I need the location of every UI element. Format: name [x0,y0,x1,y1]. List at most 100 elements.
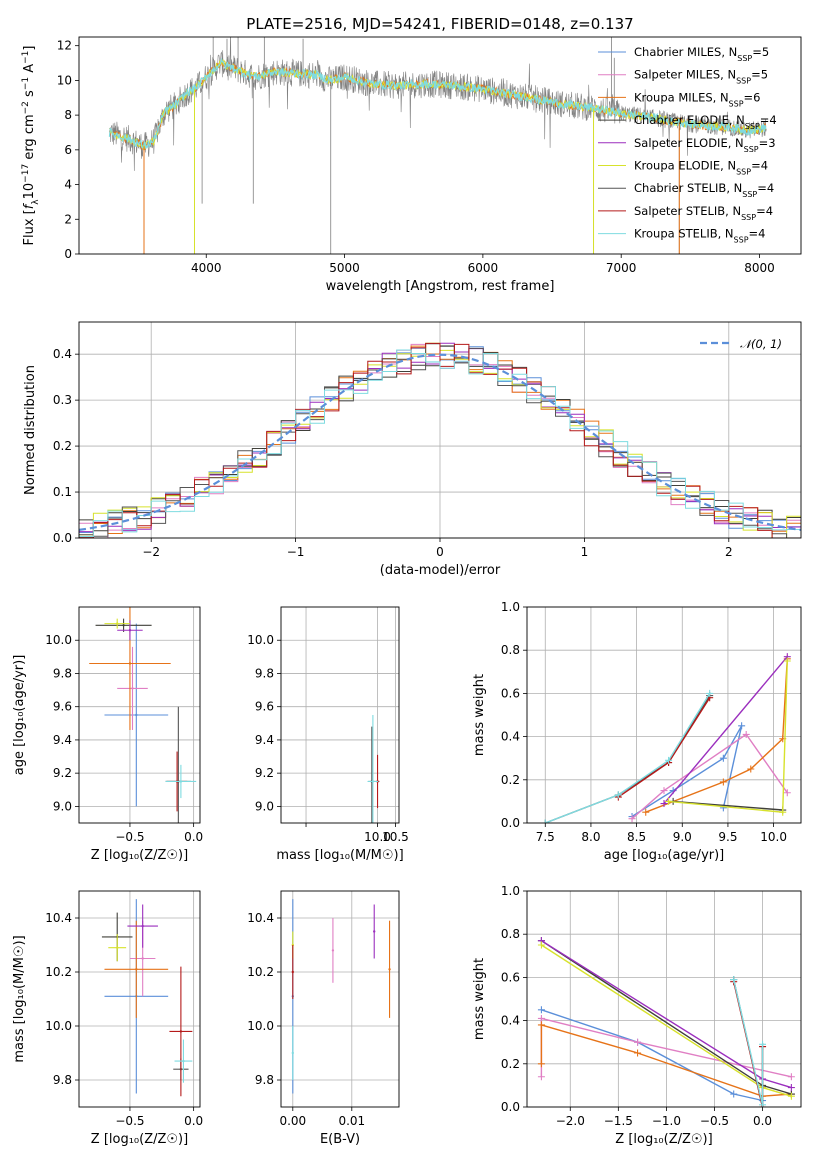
data-point [371,780,375,783]
legend-label: Kroupa ELODIE, NSSP=4 [634,159,768,177]
axes-frame [526,890,802,1108]
ticks: 10.010.59.09.29.49.69.810.0 [247,633,409,844]
weight-line [541,1009,763,1102]
weight-marker [614,791,622,799]
x-tick-label: 4000 [191,261,222,275]
x-tick-label: 6000 [468,261,499,275]
weight-marker [783,789,791,797]
axes-frame [78,606,201,824]
legend-label-eq: =4 [756,204,773,218]
y-label-part: erg cm [22,114,37,163]
x-tick-label: 9.5 [718,830,737,844]
x-tick-label: −1.0 [652,1114,681,1128]
weight-marker [742,730,750,738]
model-fit-line [108,57,767,149]
histogram-step [79,349,801,537]
ticks: −2.0 −1.5 −1.0 −0.5 0.0 0.0 0.2 0.4 0.6 0.8 1.0 [501,884,772,1128]
x-axis-label: wavelength [Angstrom, rest frame] [326,279,555,294]
plot-area [89,607,197,823]
y-label-part: −2 [21,101,31,114]
data-point [135,968,138,971]
data-point [116,622,119,625]
y-tick-label: 9.8 [255,1073,274,1087]
y-tick-label: 0.2 [501,1057,520,1071]
y-label-part: ] [22,46,37,51]
y-tick-label: 9.6 [255,700,274,714]
x-tick-label: 8.0 [581,830,600,844]
gaussian-reference-curve [79,353,801,531]
x-tick-label: −0.5 [700,1114,729,1128]
y-tick-label: 0.0 [501,1100,520,1114]
weight-marker [787,1084,795,1092]
y-label-part: s [22,90,37,101]
weight-marker [634,1049,642,1057]
data-point [331,949,335,952]
weight-marker [537,1014,545,1022]
ticks: 4000 5000 6000 7000 8000 0 2 4 6 8 10 12 [57,39,775,275]
legend-label: Chabrier MILES, NSSP=5 [634,45,769,63]
x-tick-label: 1 [581,545,589,559]
weight-marker [719,754,727,762]
legend-label-sub: SSP [737,54,752,63]
y-tick-label: 0.2 [501,773,520,787]
hist-legend: 𝒩(0, 1) [700,337,782,351]
x-axis-label: E(B-V) [320,1132,360,1147]
plot-area [367,715,380,823]
y-tick-label: 0.2 [53,439,72,453]
legend-label: 𝒩(0, 1) [740,337,782,351]
grid-lines [79,891,200,1107]
legend-label-sub: SSP [734,235,749,244]
legend-label-sub: SSP [744,144,759,153]
x-tick-label: 8000 [744,261,775,275]
y-axis-label: age [log₁₀(age/yr)] [12,655,27,776]
data-point [179,1030,183,1033]
y-label-part: Flux [ [22,209,37,245]
y-label-part: −17 [21,164,31,183]
weight-marker [634,1038,642,1046]
data-point [373,930,376,933]
y-tick-label: 9.4 [53,733,72,747]
y-tick-label: 10.0 [247,633,274,647]
axes-frame [78,36,802,255]
weight-marker [738,722,746,730]
plot-area [541,653,791,823]
weight-marker [537,1006,545,1014]
x-tick-label: 9.0 [673,830,692,844]
weight-marker [730,1090,738,1098]
x-tick-label: −0.5 [115,830,144,844]
weight-marker [719,778,727,786]
y-tick-label: 12 [57,39,72,53]
legend-label-eq: =6 [744,90,761,104]
y-tick-label: 0.6 [501,686,520,700]
x-tick-label: 8.5 [627,830,646,844]
weight-marker [660,787,668,795]
legend-label-text: Salpeter STELIB, N [634,204,741,218]
y-axis-label: mass weight [472,674,487,756]
legend-label-text: Salpeter ELODIE, N [634,136,744,150]
y-tick-label: 9.6 [53,700,72,714]
weight-marker [541,819,549,823]
x-tick-label: 5000 [329,261,360,275]
weight-marker [783,657,791,665]
y-tick-label: 9.8 [255,666,274,680]
y-label-part: −1 [21,51,31,64]
y-tick-label: 0.4 [501,1014,520,1028]
weight-marker [642,808,650,816]
weight-marker [759,1040,767,1048]
y-tick-label: 0.1 [53,485,72,499]
legend-label-text: Chabrier STELIB, N [634,181,742,195]
legend-label-eq: =4 [757,181,774,195]
y-tick-label: 9.2 [255,766,274,780]
plot-area [537,937,795,1107]
y-tick-label: 0.0 [501,816,520,830]
y-label-part: f [22,202,37,209]
weight-line [631,733,788,820]
y-label-part: A [22,64,37,77]
plot-area [79,342,801,538]
y-tick-label: 10.4 [247,911,274,925]
weight-marker [779,808,787,816]
y-label-part: −1 [21,77,31,90]
x-tick-label: −1.5 [604,1114,633,1128]
legend-label-eq: =3 [759,136,776,150]
